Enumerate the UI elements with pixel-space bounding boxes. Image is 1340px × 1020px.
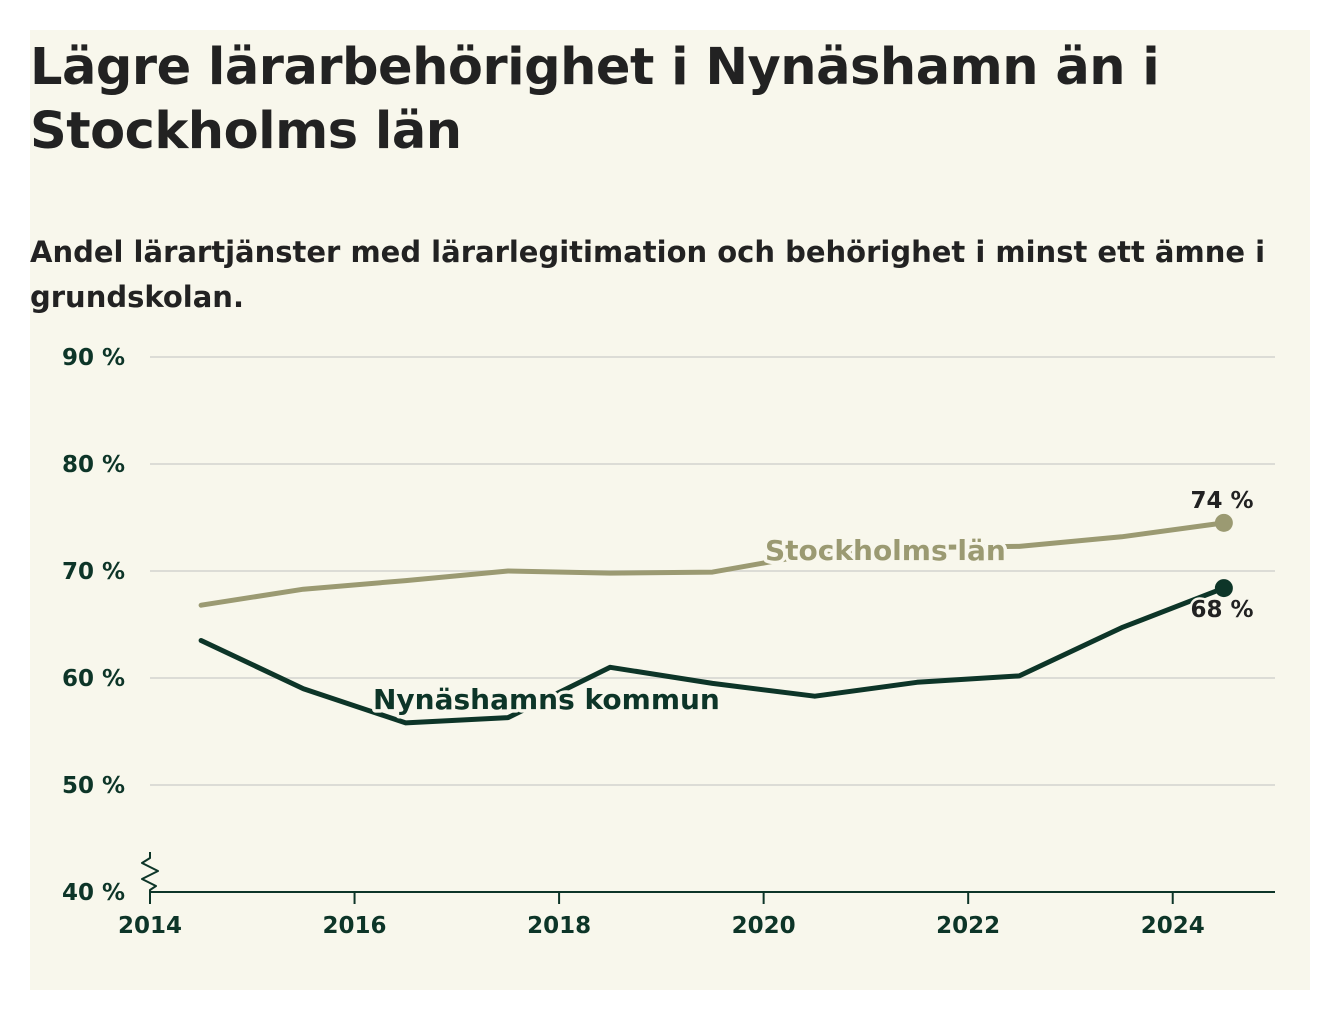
y-tick-label: 70 %	[62, 559, 125, 585]
x-tick-label: 2018	[527, 913, 591, 939]
gridlines	[150, 356, 1275, 786]
end-marker-nynashamn	[1214, 579, 1233, 598]
y-tick-label: 60 %	[62, 666, 125, 692]
x-tick-label: 2022	[936, 913, 1000, 939]
end-value-label-nynashamn: 68 %	[1190, 597, 1253, 623]
x-tick-label: 2016	[323, 913, 387, 939]
y-axis: 40 % 50 % 60 % 70 % 80 % 90 %	[62, 345, 125, 906]
y-tick-label: 90 %	[62, 345, 125, 371]
chart-card: Lägre lärarbehörighet i Nynäshamn än i S…	[30, 30, 1310, 990]
chart-title: Lägre lärarbehörighet i Nynäshamn än i S…	[30, 38, 1160, 161]
series-label-nynashamn: Nynäshamns kommun	[373, 683, 720, 716]
y-tick-label: 80 %	[62, 452, 125, 478]
y-tick-label: 50 %	[62, 773, 125, 799]
y-tick-label: 40 %	[62, 880, 125, 906]
line-chart: 40 % 50 % 60 % 70 % 80 % 90 % 2014 2016 2018 202…	[62, 345, 1275, 939]
series-line-stockholm	[198, 520, 1227, 608]
label-layer: Stockholms län Nynäshamns kommun 74 % 68 %	[370, 486, 1257, 720]
end-value-label-stockholm: 74 %	[1190, 488, 1253, 514]
x-axis: 2014 2016 2018 2020 2022 2024	[118, 852, 1275, 939]
x-tick-label: 2024	[1141, 913, 1205, 939]
series-label-stockholm: Stockholms län	[765, 534, 1006, 567]
series-layer	[198, 513, 1233, 726]
chart-subtitle: Andel lärartjänster med lärarlegitimatio…	[30, 235, 1266, 314]
end-marker-stockholm	[1214, 513, 1233, 532]
x-tick-label: 2014	[118, 913, 182, 939]
axis-break-icon	[141, 852, 159, 892]
x-tick-label: 2020	[732, 913, 796, 939]
series-line-nynashamn	[198, 585, 1227, 726]
